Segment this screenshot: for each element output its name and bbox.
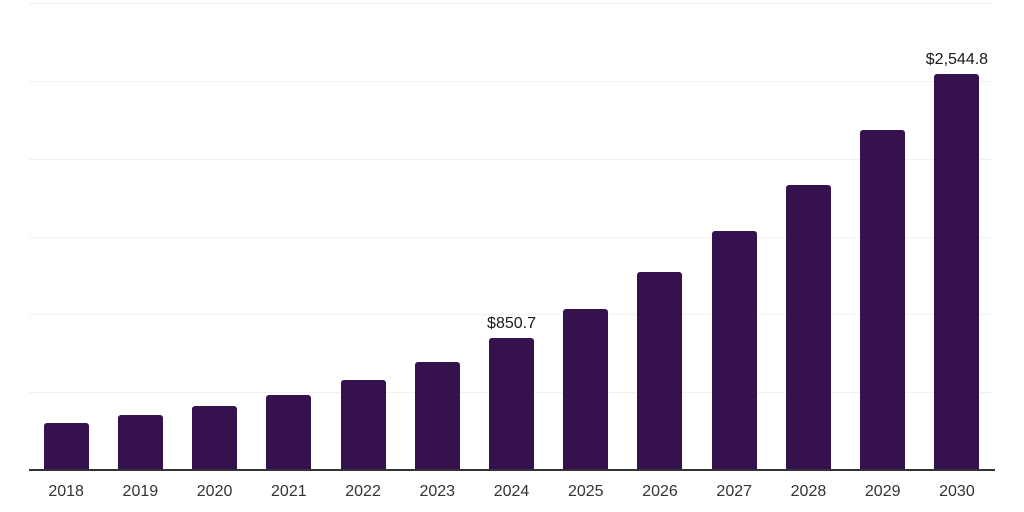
bar-2030 xyxy=(934,73,980,470)
x-tick-label: 2024 xyxy=(493,483,530,500)
bar-2019 xyxy=(117,415,163,470)
bar-2024 xyxy=(489,337,535,470)
bar-slot-2026 xyxy=(623,3,697,470)
gridline xyxy=(29,80,994,82)
bar-value-label: $2,544.8 xyxy=(925,50,989,68)
bar-2027 xyxy=(711,231,757,470)
x-tick-label: 2025 xyxy=(567,483,604,500)
bar-value-label: $850.7 xyxy=(487,314,536,332)
bars-container: $850.7 $2,544.8 xyxy=(29,3,994,470)
bar-slot-2020 xyxy=(177,3,251,470)
x-tick-label: 2021 xyxy=(271,483,307,500)
x-tick-label: 2028 xyxy=(790,483,827,500)
x-tick-label: 2027 xyxy=(716,483,753,500)
bar-slot-2029 xyxy=(846,3,920,470)
bar-slot-2021 xyxy=(252,3,326,470)
bar-2028 xyxy=(785,184,831,470)
x-tick-label: 2020 xyxy=(196,483,233,500)
bar-2029 xyxy=(860,130,906,470)
bar-2026 xyxy=(637,272,683,470)
gridline xyxy=(29,236,994,238)
x-tick-label: 2029 xyxy=(864,483,901,500)
x-tick-label: 2019 xyxy=(122,483,159,500)
bar-2023 xyxy=(414,361,460,470)
bar-slot-2023 xyxy=(400,3,474,470)
bar-slot-2025 xyxy=(549,3,623,470)
bar-slot-2030: $2,544.8 xyxy=(920,3,994,470)
gridline xyxy=(29,3,994,4)
bar-slot-2022 xyxy=(326,3,400,470)
bar-2021 xyxy=(266,394,312,470)
bar-2020 xyxy=(192,406,238,470)
x-axis-line xyxy=(29,469,995,471)
x-tick-label: 2022 xyxy=(345,483,381,500)
bar-slot-2019 xyxy=(103,3,177,470)
bar-slot-2024: $850.7 xyxy=(474,3,548,470)
bar-2025 xyxy=(563,308,609,470)
bar-slot-2028 xyxy=(771,3,845,470)
plot-area: $850.7 $2,544.8 xyxy=(29,3,994,470)
bar-2018 xyxy=(43,422,89,470)
gridline xyxy=(29,314,994,316)
bar-slot-2018 xyxy=(29,3,103,470)
x-tick-label: 2023 xyxy=(419,483,456,500)
x-axis-labels: 2018 2019 2020 2021 2022 2023 2024 2025 2026 2027… xyxy=(29,483,994,501)
bar-slot-2027 xyxy=(697,3,771,470)
gridline xyxy=(29,158,994,160)
x-tick-label: 2018 xyxy=(48,483,84,500)
x-tick-label: 2026 xyxy=(642,483,678,500)
bar-2022 xyxy=(340,380,386,470)
x-tick-label: 2030 xyxy=(939,483,975,500)
